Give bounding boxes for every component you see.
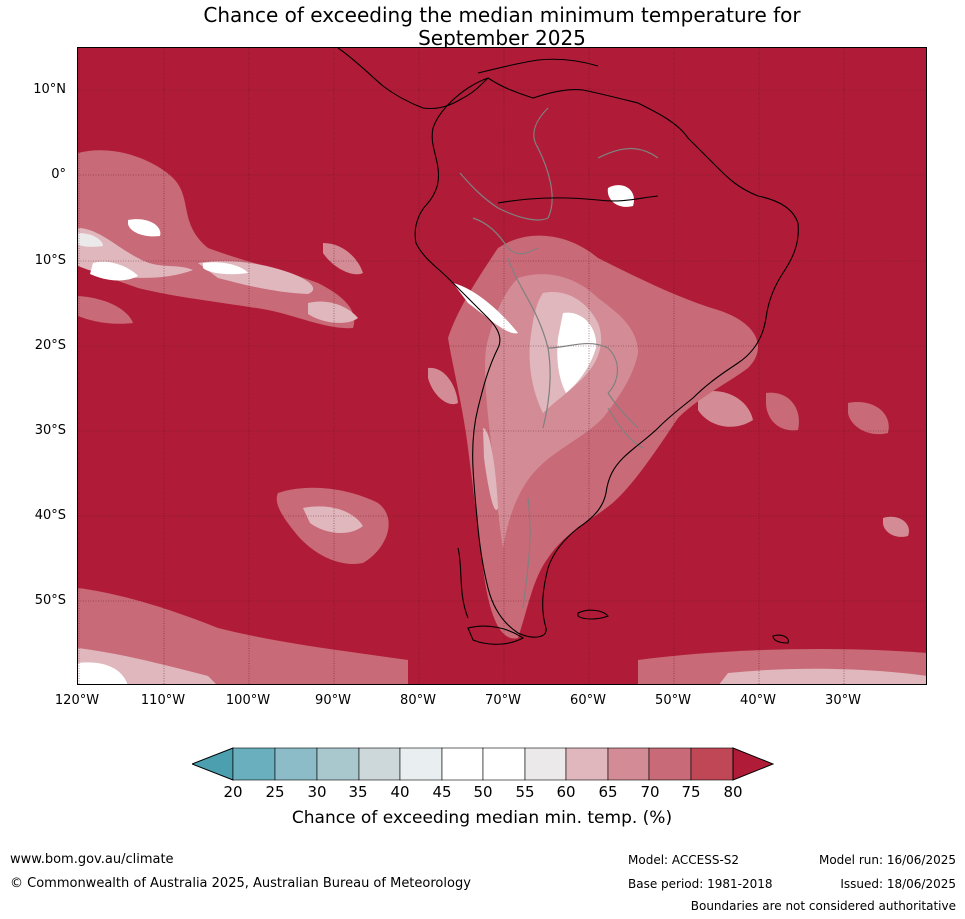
lon-label-90w: 90°W (315, 693, 351, 708)
colorbar-bin-40-45 (399, 747, 443, 781)
pacific-band-3 (308, 301, 358, 323)
colorbar-tick-80: 80 (723, 783, 743, 801)
map-canvas[interactable] (77, 47, 927, 685)
colorbar-tick-45: 45 (432, 783, 452, 801)
footer-disclaimer: Boundaries are not considered authoritat… (690, 899, 956, 913)
south-georgia (772, 634, 789, 644)
lat-label-0: 0° (51, 167, 66, 182)
lat-label-30s: 30°S (34, 423, 66, 438)
colorbar-tick-50: 50 (473, 783, 493, 801)
pacific-white-spot-2 (78, 233, 103, 247)
map-title: Chance of exceeding the median minimum t… (77, 4, 927, 50)
lon-label-80w: 80°W (400, 693, 436, 708)
falkland-islands (577, 609, 609, 620)
colorbar (192, 747, 774, 781)
colorbar-high-extend (732, 747, 774, 781)
colorbar-tick-30: 30 (307, 783, 327, 801)
lon-label-50w: 50°W (655, 693, 691, 708)
colorbar-low-extend (192, 747, 234, 781)
caribbean-coast (477, 58, 599, 74)
colorbar-tick-20: 20 (223, 783, 243, 801)
lat-label-50s: 50°S (34, 593, 66, 608)
colorbar-bin-35-40 (358, 747, 401, 781)
pacific-white-3 (203, 262, 248, 275)
colorbar-bin-75-80 (690, 747, 734, 781)
footer-base-period: Base period: 1981-2018 (628, 877, 773, 891)
pacific-patch-west (78, 296, 133, 324)
colorbar-tick-65: 65 (598, 783, 618, 801)
andes-white-streak (453, 283, 518, 334)
colorbar-label: Chance of exceeding median min. temp. (%… (291, 808, 673, 828)
colorbar-tick-70: 70 (640, 783, 660, 801)
south-america-coast (414, 77, 799, 638)
colorbar-bin-50-55 (482, 747, 526, 781)
lat-label-10n: 10°N (33, 82, 66, 97)
colorbar-tick-75: 75 (681, 783, 701, 801)
southern-white-spot (78, 662, 128, 684)
atlantic-patch-2 (766, 392, 799, 431)
chile-fjords (457, 547, 469, 619)
footer-copyright: © Commonwealth of Australia 2025, Austra… (10, 876, 471, 891)
lon-label-120w: 120°W (54, 693, 100, 708)
chile-light-strip (483, 428, 498, 510)
colorbar-bin-20-25 (232, 747, 276, 781)
lon-label-110w: 110°W (140, 693, 186, 708)
atlantic-patch-1 (698, 391, 753, 427)
southern-ocean-band (78, 588, 408, 684)
colorbar-tick-25: 25 (265, 783, 285, 801)
colorbar-tick-55: 55 (515, 783, 535, 801)
pacific-white-spot-1 (90, 261, 138, 281)
colorbar-bin-65-70 (607, 747, 650, 781)
colorbar-bin-25-30 (274, 747, 318, 781)
pacific-south-core (303, 506, 363, 534)
lat-label-20s: 20°S (34, 338, 66, 353)
continent-anomaly-white (557, 312, 597, 393)
lon-label-100w: 100°W (225, 693, 271, 708)
colorbar-tick-60: 60 (556, 783, 576, 801)
colorbar-bin-45-50 (441, 747, 484, 781)
colorbar-tick-35: 35 (348, 783, 368, 801)
pacific-white-4 (128, 219, 161, 237)
footer-issued: Issued: 18/06/2025 (840, 877, 956, 891)
lat-label-40s: 40°S (34, 508, 66, 523)
near-coast-patch (323, 243, 363, 275)
country-borders (459, 107, 659, 609)
continent-anomaly (428, 235, 758, 639)
andes-patch-west (428, 367, 458, 405)
map-title-line-2: September 2025 (418, 26, 586, 50)
footer-model-run: Model run: 16/06/2025 (818, 853, 956, 867)
central-america-coast (337, 48, 489, 110)
lon-label-60w: 60°W (570, 693, 606, 708)
footer-url[interactable]: www.bom.gov.au/climate (10, 852, 174, 867)
tierra-del-fuego (467, 625, 525, 645)
graticule (78, 48, 926, 684)
lat-label-10s: 10°S (34, 253, 66, 268)
south-east-core (719, 668, 926, 684)
atlantic-patch-4 (883, 516, 909, 537)
colorbar-tick-40: 40 (390, 783, 410, 801)
map-title-line-1: Chance of exceeding the median minimum t… (203, 3, 801, 27)
colorbar-bin-30-35 (316, 747, 360, 781)
lon-label-70w: 70°W (485, 693, 521, 708)
colorbar-bin-70-75 (648, 747, 692, 781)
footer-model: Model: ACCESS-S2 (628, 853, 740, 867)
colorbar-bin-60-65 (565, 747, 609, 781)
lon-label-30w: 30°W (825, 693, 861, 708)
ocean-anomaly-patches (78, 150, 926, 684)
amazon-river (497, 195, 659, 204)
colorbar-bin-55-60 (524, 747, 567, 781)
lon-label-40w: 40°W (740, 693, 776, 708)
coastlines (337, 48, 799, 645)
atlantic-patch-3 (848, 402, 889, 435)
